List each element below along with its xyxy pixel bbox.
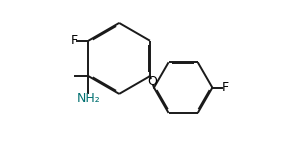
- Text: F: F: [71, 34, 78, 47]
- Text: O: O: [147, 75, 157, 88]
- Text: F: F: [221, 81, 228, 94]
- Text: NH₂: NH₂: [77, 92, 100, 105]
